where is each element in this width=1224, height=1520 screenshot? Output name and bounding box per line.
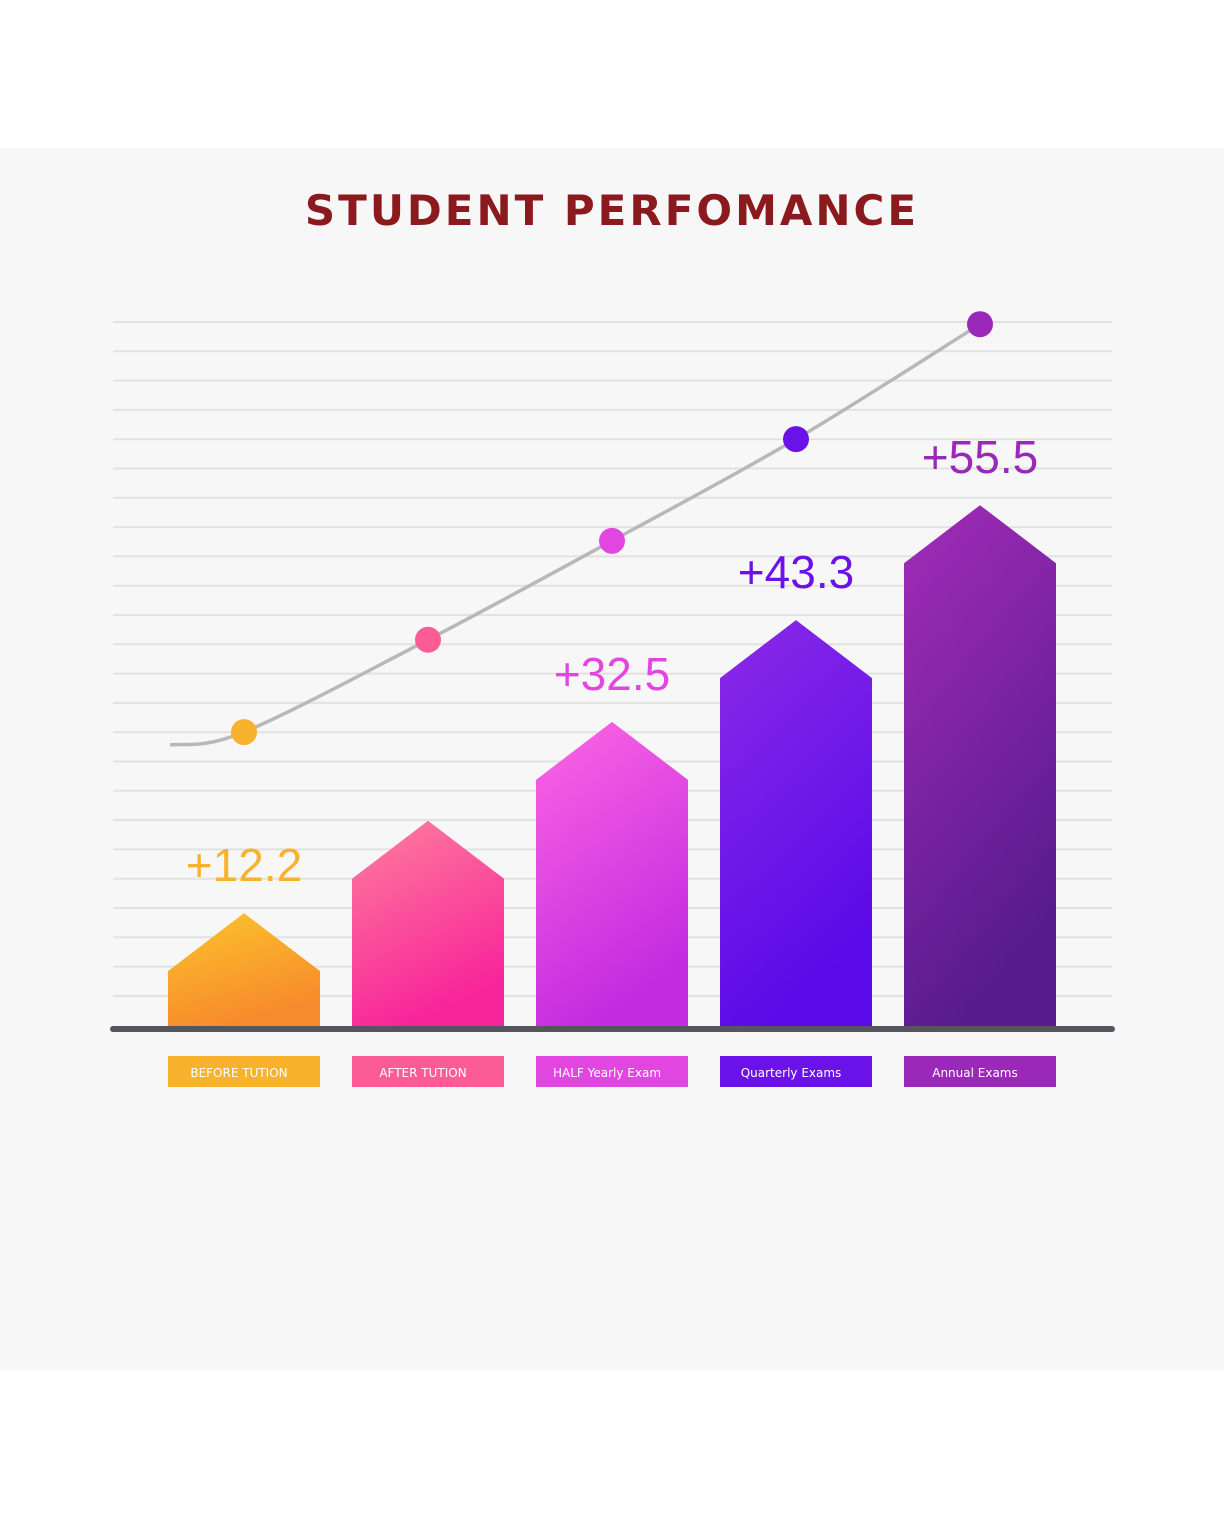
category-label-box (352, 1056, 504, 1087)
value-labels: +12.2 +32.5 +43.3 +55.5 (186, 431, 1038, 891)
bar (536, 721, 688, 1028)
trend-point (231, 719, 257, 746)
category-labels: BEFORE TUTION AFTER TUTION HALF Yearly Exa… (168, 1056, 1056, 1087)
trend-point (599, 527, 625, 554)
category-label: Annual Exams (932, 1066, 1018, 1080)
bar (352, 820, 504, 1028)
value-label: +43.3 (738, 546, 854, 598)
category-label: Quarterly Exams (741, 1066, 842, 1080)
value-label: +32.5 (554, 648, 670, 700)
bar (168, 913, 320, 1028)
category-label: BEFORE TUTION (190, 1066, 287, 1080)
bar (904, 505, 1056, 1028)
trend-point (415, 626, 441, 653)
bar (720, 620, 872, 1028)
trend-line (169, 311, 993, 747)
category-label-box (720, 1056, 872, 1087)
category-label: AFTER TUTION (379, 1066, 466, 1080)
category-label: HALF Yearly Exam (553, 1066, 661, 1080)
value-label: +12.2 (186, 839, 302, 891)
category-label-box (536, 1056, 688, 1087)
category-label-box (904, 1056, 1056, 1087)
category-label-box (168, 1056, 320, 1087)
value-label: +55.5 (922, 431, 1038, 483)
bars (168, 505, 1056, 1028)
trend-point (783, 426, 809, 453)
trend-point (967, 311, 993, 338)
chart-title: STUDENT PERFOMANCE (304, 186, 920, 235)
